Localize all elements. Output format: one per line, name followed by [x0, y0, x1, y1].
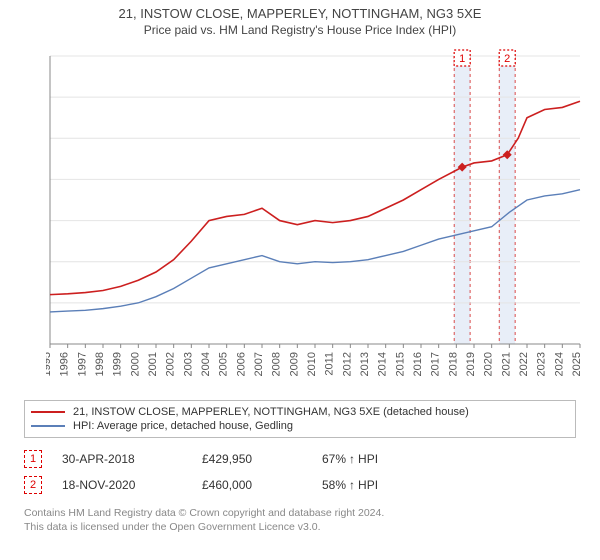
- footer-line: Contains HM Land Registry data © Crown c…: [24, 506, 576, 520]
- price-chart: £0£100K£200K£300K£400K£500K£600K£700K199…: [46, 48, 586, 388]
- svg-text:2008: 2008: [271, 352, 283, 376]
- marker-badge: 2: [24, 476, 42, 494]
- footer-attribution: Contains HM Land Registry data © Crown c…: [24, 506, 576, 534]
- svg-text:1996: 1996: [59, 352, 71, 376]
- svg-text:2000: 2000: [129, 352, 141, 376]
- legend-item: 21, INSTOW CLOSE, MAPPERLEY, NOTTINGHAM,…: [31, 405, 569, 419]
- svg-text:2005: 2005: [218, 352, 230, 376]
- marker-pct: 58% ↑ HPI: [322, 478, 442, 492]
- svg-text:2024: 2024: [553, 352, 565, 376]
- arrow-up-icon: ↑: [349, 478, 355, 492]
- svg-text:2018: 2018: [447, 352, 459, 376]
- marker-table: 1 30-APR-2018£429,95067% ↑ HPI 2 18-NOV-202…: [24, 446, 576, 498]
- svg-text:1998: 1998: [94, 352, 106, 376]
- svg-text:2022: 2022: [518, 352, 530, 376]
- legend-label: 21, INSTOW CLOSE, MAPPERLEY, NOTTINGHAM,…: [73, 406, 469, 418]
- marker-row: 2 18-NOV-2020£460,00058% ↑ HPI: [24, 472, 576, 498]
- svg-text:2011: 2011: [324, 352, 336, 376]
- marker-row: 1 30-APR-2018£429,95067% ↑ HPI: [24, 446, 576, 472]
- arrow-up-icon: ↑: [349, 452, 355, 466]
- legend-label: HPI: Average price, detached house, Gedl…: [73, 420, 293, 432]
- svg-text:2020: 2020: [483, 352, 495, 376]
- marker-price: £429,950: [202, 452, 322, 466]
- svg-text:2015: 2015: [394, 352, 406, 376]
- legend-swatch: [31, 425, 65, 427]
- marker-price: £460,000: [202, 478, 322, 492]
- svg-text:2014: 2014: [377, 352, 389, 376]
- legend: 21, INSTOW CLOSE, MAPPERLEY, NOTTINGHAM,…: [24, 400, 576, 438]
- svg-text:1997: 1997: [76, 352, 88, 376]
- svg-text:2007: 2007: [253, 352, 265, 376]
- marker-date: 30-APR-2018: [62, 452, 202, 466]
- marker-date: 18-NOV-2020: [62, 478, 202, 492]
- svg-text:2004: 2004: [200, 352, 212, 376]
- svg-text:2017: 2017: [430, 352, 442, 376]
- svg-text:2016: 2016: [412, 352, 424, 376]
- svg-text:1995: 1995: [46, 352, 53, 376]
- svg-text:2023: 2023: [536, 352, 548, 376]
- svg-text:2: 2: [504, 53, 510, 65]
- svg-text:2013: 2013: [359, 352, 371, 376]
- svg-text:2001: 2001: [147, 352, 159, 376]
- svg-text:2012: 2012: [341, 352, 353, 376]
- svg-text:2025: 2025: [571, 352, 583, 376]
- svg-text:2021: 2021: [500, 352, 512, 376]
- svg-text:2009: 2009: [288, 352, 300, 376]
- legend-item: HPI: Average price, detached house, Gedl…: [31, 419, 569, 433]
- svg-text:2002: 2002: [165, 352, 177, 376]
- svg-text:2019: 2019: [465, 352, 477, 376]
- page-subtitle: Price paid vs. HM Land Registry's House …: [0, 23, 600, 37]
- svg-text:2010: 2010: [306, 352, 318, 376]
- legend-swatch: [31, 411, 65, 413]
- page-title: 21, INSTOW CLOSE, MAPPERLEY, NOTTINGHAM,…: [0, 6, 600, 21]
- svg-text:2003: 2003: [182, 352, 194, 376]
- footer-line: This data is licensed under the Open Gov…: [24, 520, 576, 534]
- svg-text:2006: 2006: [235, 352, 247, 376]
- marker-badge: 1: [24, 450, 42, 468]
- svg-text:1: 1: [459, 53, 465, 65]
- marker-pct: 67% ↑ HPI: [322, 452, 442, 466]
- svg-text:1999: 1999: [112, 352, 124, 376]
